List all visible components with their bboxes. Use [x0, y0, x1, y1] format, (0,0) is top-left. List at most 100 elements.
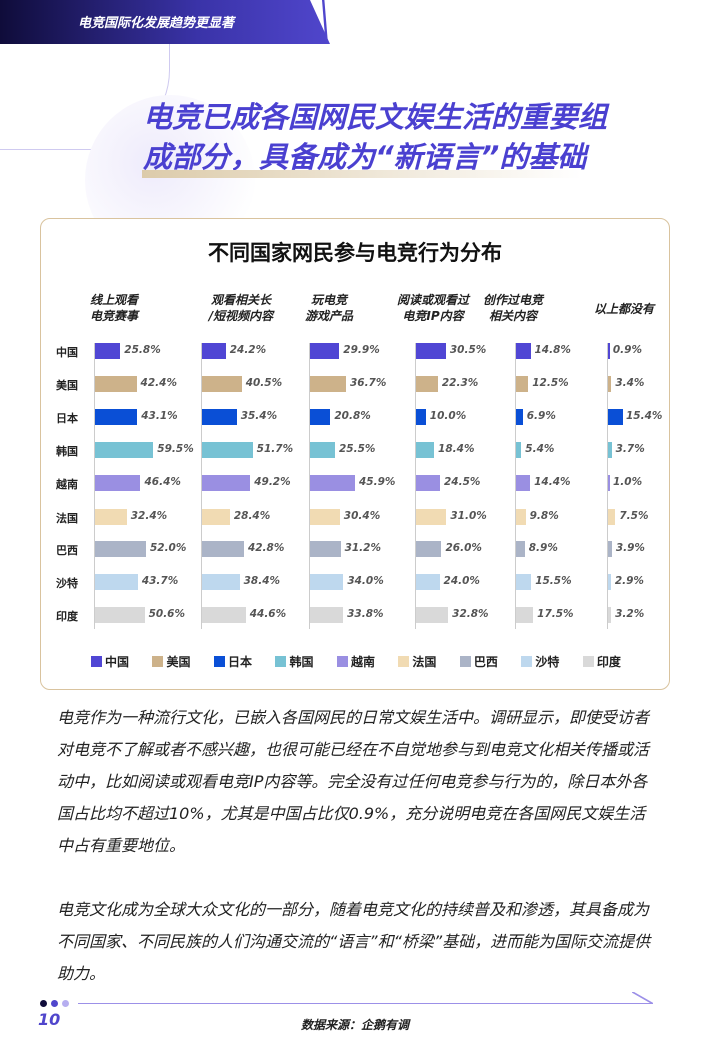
- bar: [310, 574, 344, 590]
- data-label: 3.9%: [615, 542, 645, 554]
- data-label: 31.2%: [344, 542, 381, 554]
- bar: [202, 475, 251, 491]
- section-banner: 电竞国际化发展趋势更显著: [0, 0, 330, 44]
- data-label: 3.7%: [615, 443, 645, 455]
- title-line-2: 成部分，具备成为“新语言”的基础: [143, 140, 587, 174]
- body-paragraph-1: 电竞作为一种流行文化，已嵌入各国网民的日常文娱生活中。调研显示，即使受访者对电竞…: [57, 708, 650, 855]
- row-label: 沙特: [56, 577, 78, 590]
- column-header: 观看相关长 /短视频内容: [208, 293, 274, 323]
- column-axis: [309, 343, 310, 629]
- bar: [310, 343, 340, 359]
- data-label: 40.5%: [245, 377, 283, 389]
- legend-item: 韩国: [275, 653, 313, 670]
- legend-label: 法国: [412, 655, 437, 669]
- legend-label: 越南: [350, 655, 375, 669]
- bar: [95, 541, 146, 557]
- data-label: 30.4%: [343, 510, 381, 522]
- data-label: 3.4%: [615, 377, 645, 389]
- legend-swatch: [275, 656, 287, 667]
- bar: [310, 475, 355, 491]
- bar: [608, 376, 612, 392]
- legend-item: 美国: [152, 653, 191, 670]
- legend-item: 印度: [582, 653, 621, 670]
- data-label: 24.2%: [229, 344, 267, 356]
- data-label: 24.5%: [444, 476, 481, 488]
- legend-label: 美国: [166, 655, 191, 669]
- data-label: 9.8%: [529, 510, 559, 522]
- legend-item: 沙特: [521, 653, 559, 670]
- data-label: 1.0%: [612, 476, 643, 488]
- bar: [608, 541, 612, 557]
- bar: [202, 442, 253, 458]
- page-title: 电竞已成各国网民文娱生活的重要组 成部分，具备成为“新语言”的基础: [143, 97, 673, 177]
- data-label: 43.7%: [141, 575, 179, 587]
- bar: [95, 343, 121, 359]
- bar: [310, 541, 341, 557]
- data-label: 12.5%: [532, 377, 569, 389]
- legend-label: 沙特: [535, 655, 560, 669]
- bar: [608, 442, 612, 458]
- legend-label: 印度: [596, 655, 621, 669]
- data-label: 29.9%: [343, 344, 380, 356]
- bar: [310, 509, 340, 525]
- data-label: 30.5%: [449, 344, 487, 356]
- bar: [608, 409, 624, 425]
- row-label: 越南: [56, 478, 78, 491]
- data-label: 45.9%: [358, 476, 396, 488]
- bar: [516, 343, 531, 359]
- data-label: 44.6%: [249, 608, 287, 620]
- data-label: 32.8%: [452, 608, 489, 620]
- data-label: 52.0%: [149, 542, 187, 554]
- data-label: 22.3%: [441, 377, 479, 389]
- data-label: 42.4%: [140, 377, 177, 389]
- column-header: 线上观看 电竞赛事: [89, 293, 138, 323]
- data-label: 0.9%: [612, 344, 642, 356]
- legend-swatch: [398, 656, 410, 667]
- bar: [202, 509, 230, 525]
- page-number: 10: [38, 1010, 61, 1029]
- page-dots: [40, 1000, 69, 1007]
- bar: [608, 343, 610, 359]
- column-header: 玩电竞 游戏产品: [304, 293, 353, 323]
- data-label: 14.4%: [534, 476, 571, 488]
- bar: [310, 376, 346, 392]
- legend-swatch: [213, 656, 225, 667]
- data-label: 42.8%: [247, 542, 285, 554]
- bar: [95, 475, 141, 491]
- bar: [516, 475, 531, 491]
- body-paragraph-2: 电竞文化成为全球大众文化的一部分，随着电竞文化的持续普及和渗透，其具备成为不同国…: [57, 900, 651, 983]
- bar: [202, 574, 240, 590]
- data-label: 2.9%: [614, 575, 644, 587]
- data-label: 14.8%: [534, 344, 571, 356]
- bar: [416, 409, 426, 425]
- data-label: 25.5%: [338, 443, 376, 455]
- bar: [95, 509, 127, 525]
- bar: [416, 442, 435, 458]
- data-label: 7.5%: [619, 510, 649, 522]
- bar: [516, 574, 532, 590]
- column-header: 阅读或观看过 电竞IP内容: [396, 293, 469, 323]
- bar: [416, 541, 442, 557]
- data-label: 31.0%: [450, 510, 487, 522]
- data-label: 24.0%: [443, 575, 480, 587]
- row-label: 韩国: [56, 445, 78, 458]
- data-label: 6.9%: [526, 410, 556, 422]
- bar: [608, 607, 612, 623]
- bar: [95, 409, 138, 425]
- column-axis: [201, 343, 202, 629]
- data-label: 18.4%: [438, 443, 475, 455]
- title-line-1: 电竞已成各国网民文娱生活的重要组: [143, 100, 608, 134]
- legend-item: 法国: [398, 653, 436, 670]
- column-axis: [94, 343, 95, 629]
- legend-label: 巴西: [473, 655, 498, 669]
- data-label: 15.5%: [535, 575, 572, 587]
- row-label: 中国: [56, 346, 78, 359]
- legend-label: 韩国: [289, 655, 314, 669]
- row-label: 美国: [56, 379, 78, 392]
- bar: [416, 509, 447, 525]
- data-label: 50.6%: [148, 608, 186, 620]
- legend-item: 中国: [91, 653, 129, 670]
- column-axis: [515, 343, 516, 629]
- bar: [416, 376, 438, 392]
- bar: [516, 541, 525, 557]
